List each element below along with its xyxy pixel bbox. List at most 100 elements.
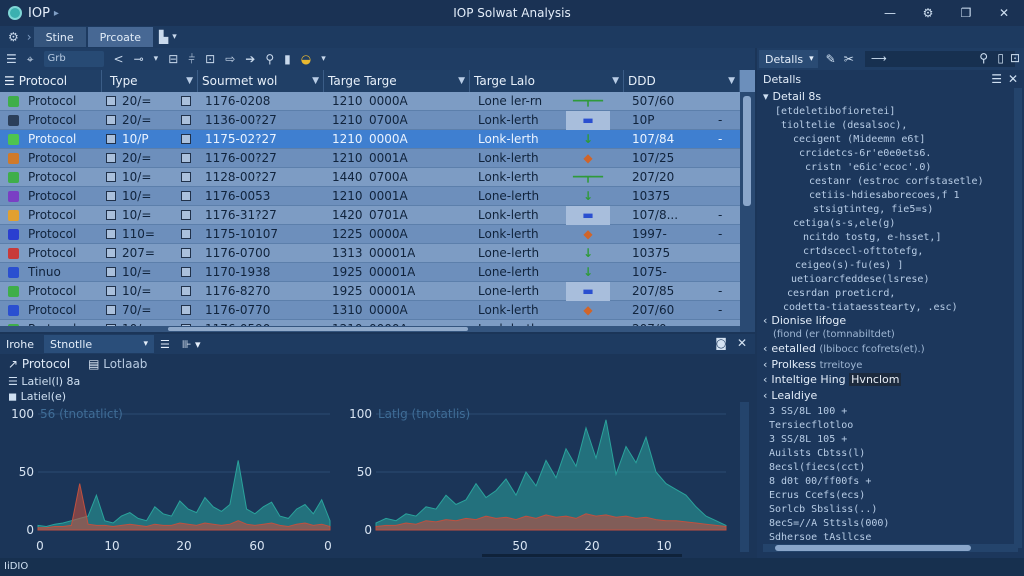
dock-icon[interactable]: ⊡ bbox=[1009, 51, 1020, 65]
table-row[interactable]: Tinuo 10/= 1170-1938 1925 00001A Lone-lerth ↓ 1… bbox=[0, 263, 740, 282]
tree-line[interactable]: cesrdan proeticrd, bbox=[787, 288, 896, 299]
tree-line[interactable]: stsigtinteg, fie5=s) bbox=[813, 204, 934, 215]
filter-icon[interactable]: ⊪ ▾ bbox=[181, 337, 201, 351]
row-checkbox[interactable] bbox=[106, 229, 116, 239]
tree-line[interactable]: ceigeo(s)-fu(es) ] bbox=[795, 260, 904, 271]
loading-line[interactable]: Tersiecflotloo bbox=[769, 420, 854, 431]
export-icon[interactable]: ⇨ bbox=[225, 52, 236, 66]
column-ddd[interactable]: DDD ▼ bbox=[624, 70, 740, 92]
table-row[interactable]: Protocol 70/= 1176-0770 1310 0000A Lonk-lerth… bbox=[0, 301, 740, 320]
document-icon[interactable]: ▯ bbox=[997, 51, 1004, 65]
back-icon[interactable]: < bbox=[113, 52, 124, 66]
tree-line[interactable]: cetiis-hdiesaborecoes,f 1 bbox=[809, 190, 960, 201]
loading-line[interactable]: 8ecS=//A Sttsls(000) bbox=[769, 518, 890, 529]
table-row[interactable]: Protocol 20/= 1176-00?27 1210 0001A Lonk-lert… bbox=[0, 149, 740, 168]
column-target[interactable]: Targe Targe ▼ bbox=[324, 70, 470, 92]
table-row[interactable]: Protocol 110= 1175-10107 1225 0000A Lonk-lert… bbox=[0, 225, 740, 244]
row-checkbox[interactable] bbox=[106, 115, 116, 125]
section-1[interactable]: ‹ eetalled (lbibocc fcofrets(et).) bbox=[763, 342, 925, 355]
loading-line[interactable]: Ecrus Ccefs(ecs) bbox=[769, 490, 866, 501]
dock-icon[interactable]: ⊡ bbox=[205, 52, 216, 66]
cut-icon[interactable]: ✂ bbox=[843, 52, 854, 66]
chevron-down-icon[interactable]: ▾ bbox=[153, 54, 159, 64]
row-checkbox[interactable] bbox=[181, 210, 191, 220]
minimize-icon[interactable]: — bbox=[884, 6, 896, 20]
camera-icon[interactable]: ◙ bbox=[715, 336, 727, 350]
loading-line[interactable]: Sdhersoe tAsllcse bbox=[769, 532, 872, 543]
row-checkbox[interactable] bbox=[106, 172, 116, 182]
row-checkbox[interactable] bbox=[181, 267, 191, 277]
row-checkbox[interactable] bbox=[181, 229, 191, 239]
row-checkbox[interactable] bbox=[106, 286, 116, 296]
chart-vertical-scrollbar[interactable] bbox=[740, 402, 749, 552]
details-vertical-scrollbar[interactable] bbox=[1014, 88, 1022, 548]
edit-icon[interactable]: ✎ bbox=[825, 52, 836, 66]
row-checkbox[interactable] bbox=[106, 153, 116, 163]
tree-root[interactable]: ▾ Detail 8s bbox=[763, 90, 821, 103]
scrollbar-thumb[interactable] bbox=[775, 545, 971, 551]
chevron-icon[interactable]: › bbox=[26, 30, 32, 44]
table-row[interactable]: Protocol 10/= 1176-0053 1210 0001A Lone-lerth… bbox=[0, 187, 740, 206]
row-checkbox[interactable] bbox=[181, 115, 191, 125]
loading-line[interactable]: 3 SS/8L 105 + bbox=[769, 434, 848, 445]
row-checkbox[interactable] bbox=[181, 96, 191, 106]
loading-line[interactable]: 8ecsl(fiecs(cct) bbox=[769, 462, 866, 473]
forward-icon[interactable]: ➔ bbox=[245, 52, 256, 66]
gear-icon[interactable]: ⚙ bbox=[8, 30, 19, 44]
column-protocol[interactable]: ☰ Protocol bbox=[0, 70, 102, 92]
table-row[interactable]: Protocol 20/= 1176-0208 1210 0000A Lone ler-r… bbox=[0, 92, 740, 111]
section-2[interactable]: ‹ Prolkess trreitoye bbox=[763, 358, 862, 371]
tree-line[interactable]: cetiga(s-s,ele(g) bbox=[793, 218, 896, 229]
tree-line[interactable]: cestanr (estroc corfstasetle) bbox=[809, 176, 984, 187]
chevron-down-icon[interactable]: ▾ bbox=[321, 54, 326, 64]
restore-icon[interactable]: ❐ bbox=[960, 6, 972, 20]
row-checkbox[interactable] bbox=[106, 134, 116, 144]
list-icon[interactable]: ☰ bbox=[160, 337, 170, 351]
scrollbar-thumb[interactable] bbox=[743, 96, 751, 206]
row-checkbox[interactable] bbox=[181, 248, 191, 258]
tree-line[interactable]: [etdeletibofioretei] bbox=[775, 106, 896, 117]
settings-icon[interactable]: ⚙ bbox=[922, 6, 934, 20]
tree-line[interactable]: cristn 'e6ic'ecoc'.0) bbox=[805, 162, 932, 173]
row-checkbox[interactable] bbox=[181, 191, 191, 201]
tree-line[interactable]: crtdscecl-ofttotefg, bbox=[803, 246, 924, 257]
row-checkbox[interactable] bbox=[181, 153, 191, 163]
section-0[interactable]: ‹ Dionise lifoge bbox=[763, 314, 846, 327]
loading-line[interactable]: Sorlcb Sbsliss(..) bbox=[769, 504, 878, 515]
tree-line[interactable]: tioltelie (desalsoc), bbox=[781, 120, 908, 131]
list-icon[interactable]: ☰ bbox=[991, 72, 1002, 86]
tree-line[interactable]: codetta-tiataesstearty, .esc) bbox=[783, 302, 958, 313]
row-checkbox[interactable] bbox=[181, 305, 191, 315]
link-icon[interactable]: ⊸ bbox=[133, 52, 144, 66]
table-row[interactable]: Protocol 10/= 1176-8270 1925 00001A Lone-lert… bbox=[0, 282, 740, 301]
tree-line[interactable]: uetioarcfeddese(lsrese) bbox=[791, 274, 930, 285]
tree-line[interactable]: crcidetcs-6r'e0e0ets6. bbox=[799, 148, 932, 159]
table-row[interactable]: Protocol 207= 1176-0700 1313 00001A Lone-lert… bbox=[0, 244, 740, 263]
details-horizontal-scrollbar[interactable] bbox=[763, 544, 1018, 552]
table-row[interactable]: Protocol 10/= 1128-00?27 1440 0700A Lonk-lert… bbox=[0, 168, 740, 187]
bar-chart-icon[interactable]: ▮ bbox=[284, 52, 291, 66]
menu-icon[interactable]: ☰ bbox=[6, 52, 17, 66]
close-icon[interactable]: ✕ bbox=[736, 336, 747, 350]
chart-scrollbar[interactable] bbox=[482, 554, 682, 557]
table-row[interactable]: Protocol 10/P 1175-02?27 1210 0000A Lonk-lert… bbox=[0, 130, 740, 149]
tab-prcoate[interactable]: Prcoate bbox=[87, 27, 153, 47]
row-checkbox[interactable] bbox=[106, 267, 116, 277]
filter-input[interactable]: Grb bbox=[43, 51, 104, 67]
details-select[interactable]: Detalls ▾ bbox=[759, 50, 818, 68]
table-row[interactable]: Protocol 20/= 1136-00?27 1210 0700A Lonk-lert… bbox=[0, 111, 740, 130]
row-checkbox[interactable] bbox=[181, 286, 191, 296]
loading-line[interactable]: Auilsts Cbtss(l) bbox=[769, 448, 866, 459]
row-checkbox[interactable] bbox=[106, 305, 116, 315]
table-vertical-scrollbar[interactable] bbox=[740, 92, 755, 332]
row-checkbox[interactable] bbox=[181, 172, 191, 182]
split-icon[interactable]: ⫩ bbox=[188, 51, 196, 66]
row-checkbox[interactable] bbox=[181, 134, 191, 144]
layout-icon[interactable]: ▙ bbox=[159, 30, 169, 44]
table-row[interactable]: Protocol 10/= 1176-31?27 1420 0701A Lonk-lert… bbox=[0, 206, 740, 225]
details-field[interactable]: ⟶ bbox=[865, 51, 1015, 67]
column-source[interactable]: Sourmet wol ▼ bbox=[198, 70, 324, 92]
loading-line[interactable]: 8 d0t 00/ff00fs + bbox=[769, 476, 872, 487]
alert-icon[interactable]: ◒ bbox=[300, 52, 312, 66]
tab-pane[interactable]: Irohe bbox=[6, 337, 34, 351]
